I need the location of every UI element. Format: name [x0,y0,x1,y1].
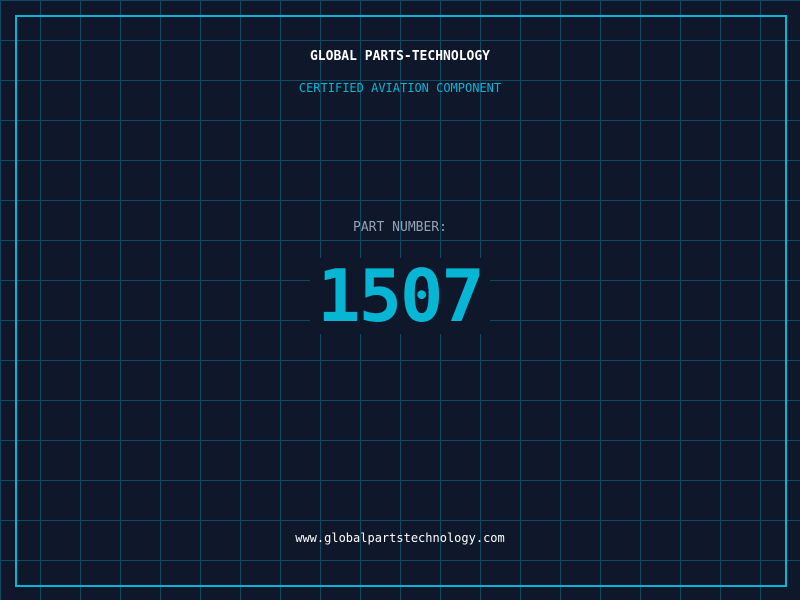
part-number: 1507 [317,254,484,338]
company-name: GLOBAL PARTS-TECHNOLOGY [309,49,490,64]
border-frame [15,15,787,587]
subtitle: CERTIFIED AVIATION COMPONENT [298,81,502,95]
website-url: www.globalpartstechnology.com [295,531,505,545]
part-number-label: PART NUMBER: [353,220,447,235]
part-number-backdrop [310,258,490,334]
